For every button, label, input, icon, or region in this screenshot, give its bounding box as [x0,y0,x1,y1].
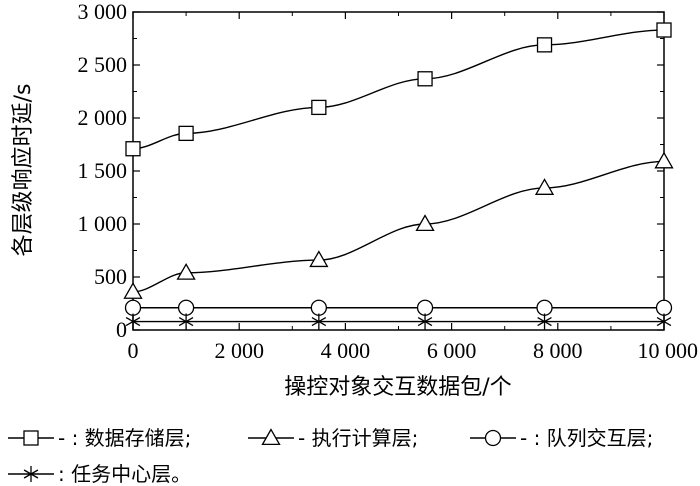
data-point-circle [536,299,553,316]
legend-item: : 任务中心层。 [8,462,191,486]
data-point-asterisk [537,313,552,330]
legend-label: - 执行计算层; [298,426,418,450]
data-point-triangle [123,282,143,299]
series-asterisk [125,313,672,330]
y-tick-label: 2 500 [78,52,128,77]
y-tick-label: 1 500 [78,158,128,183]
data-point-asterisk [656,313,672,330]
legend-item: - 执行计算层; [248,426,418,450]
plot-area [132,11,665,331]
data-point-circle [177,299,195,316]
y-tick-label: 0 [116,317,127,342]
data-point-triangle [654,151,674,169]
data-point-triangle [176,262,196,280]
series-layer [123,22,674,330]
legend-marker-asterisk [23,466,39,482]
y-tick-label: 3 000 [78,0,128,24]
y-tick-label: 2 000 [78,105,128,130]
data-point-triangle [415,214,435,232]
legend-item: - : 数据存储层; [8,426,191,450]
series-square [125,22,672,157]
series-line [132,160,665,293]
data-point-circle [416,299,434,316]
plot-frame [132,11,665,331]
series-circle [124,299,673,316]
x-tick-label: 6 000 [427,338,477,363]
legend-label: - : 数据存储层; [58,426,191,450]
legend-label: - : 队列交互层; [520,426,653,450]
x-axis-ticks: 0 2 000 4 000 6 000 8 000 10 000 [128,12,699,363]
x-tick-label: 4 000 [321,338,371,363]
x-tick-label: 2 000 [214,338,264,363]
data-point-asterisk [125,313,141,330]
data-point-square [536,37,553,53]
legend-item: - : 队列交互层; [470,426,653,450]
y-tick-label: 1 000 [78,211,128,236]
data-point-square [125,141,141,157]
x-tick-label: 8 000 [533,338,583,363]
data-point-square [178,125,194,142]
legend-marker-circle [484,429,502,447]
data-point-square [656,22,672,38]
data-point-circle [124,299,142,316]
series-line [132,29,665,150]
series-triangle [123,151,674,299]
y-tick-label: 500 [94,264,127,289]
data-point-square [311,99,327,116]
legend-marker-square [23,430,39,446]
data-point-triangle [534,178,555,195]
legend-marker-triangle [261,428,281,446]
x-tick-label: 10 000 [638,338,699,363]
data-point-triangle [309,250,329,268]
data-point-square [417,71,433,87]
legend-label: : 任务中心层。 [58,462,191,486]
data-point-asterisk [417,313,433,330]
x-tick-label: 0 [128,338,139,363]
legend: - : 数据存储层; - 执行计算层; - : 队列交互层; : 任务中心层。 [8,426,653,486]
data-point-asterisk [178,313,194,330]
y-axis-ticks: 0 500 1 000 1 500 2 000 2 500 3 000 [78,0,664,342]
data-point-circle [310,299,328,316]
data-point-circle [655,299,673,316]
y-axis-title: 各层级响应时延/s [11,84,36,257]
x-axis-title: 操控对象交互数据包/个 [284,375,511,400]
data-point-asterisk [311,313,327,330]
